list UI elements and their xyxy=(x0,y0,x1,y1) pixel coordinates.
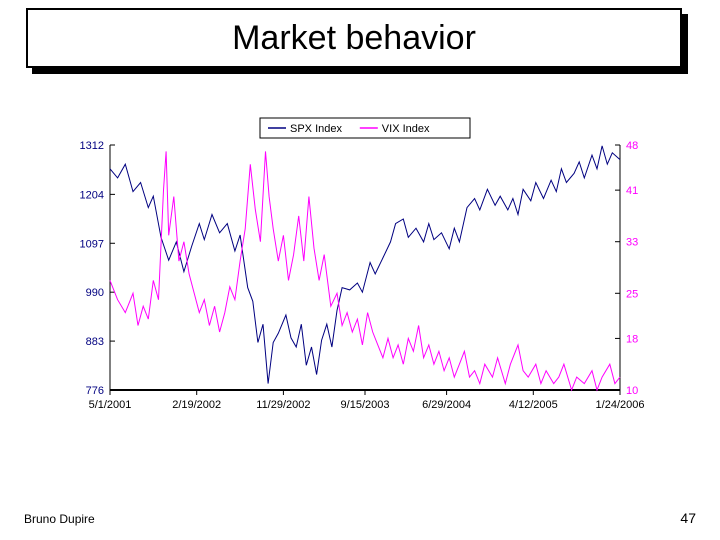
series-line xyxy=(110,151,620,390)
x-tick-label: 1/24/2006 xyxy=(596,399,645,411)
y-right-tick-label: 48 xyxy=(626,140,638,152)
x-tick-label: 2/19/2002 xyxy=(172,399,221,411)
y-left-tick-label: 776 xyxy=(86,385,104,397)
footer-page-number: 47 xyxy=(680,510,696,526)
y-left-tick-label: 1312 xyxy=(80,140,104,152)
y-left-tick-label: 990 xyxy=(86,287,104,299)
footer-author: Bruno Dupire xyxy=(24,512,95,526)
legend-label: VIX Index xyxy=(382,123,430,135)
x-tick-label: 5/1/2001 xyxy=(89,399,132,411)
x-tick-label: 6/29/2004 xyxy=(422,399,471,411)
x-tick-label: 4/12/2005 xyxy=(509,399,558,411)
x-tick-label: 9/15/2003 xyxy=(341,399,390,411)
y-right-tick-label: 25 xyxy=(626,288,638,300)
y-left-tick-label: 1204 xyxy=(80,189,104,201)
y-left-tick-label: 883 xyxy=(86,336,104,348)
y-right-tick-label: 41 xyxy=(626,185,638,197)
legend-label: SPX Index xyxy=(290,123,342,135)
slide-title: Market behavior xyxy=(232,19,476,58)
slide: Market behavior 776 883 990 1097 1204 1312 10 1… xyxy=(0,0,720,540)
y-right-tick-label: 33 xyxy=(626,237,638,249)
x-tick-label: 11/29/2002 xyxy=(256,399,310,411)
line-chart: 776 883 990 1097 1204 1312 10 18 25 33 41 48 5/1/200… xyxy=(60,110,660,440)
y-right-tick-label: 18 xyxy=(626,333,638,345)
y-right-tick-label: 10 xyxy=(626,385,638,397)
series-line xyxy=(110,146,620,384)
title-box: Market behavior xyxy=(26,8,682,68)
chart-container: 776 883 990 1097 1204 1312 10 18 25 33 41 48 5/1/200… xyxy=(60,110,660,440)
y-left-tick-label: 1097 xyxy=(80,238,104,250)
